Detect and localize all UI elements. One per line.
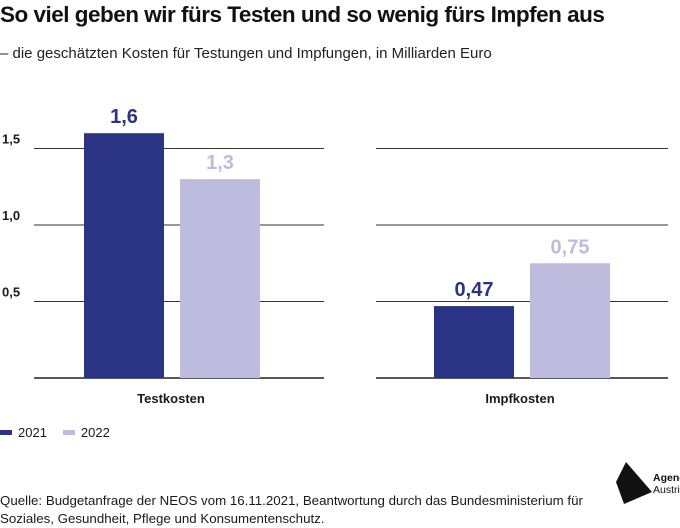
legend-item-2021: 2021 (0, 425, 47, 440)
bar-2021-1 (434, 306, 514, 378)
source-note: Quelle: Budgetanfrage der NEOS vom 16.11… (0, 493, 583, 526)
logo-text-austria: Austria (653, 484, 680, 496)
y-tick-label-2: 1,5 (2, 132, 20, 147)
bar-2021-0 (84, 133, 164, 378)
data-label-2021-0: 1,6 (110, 106, 138, 128)
chart-subtitle: – die geschätzten Kosten für Testungen u… (0, 45, 492, 62)
category-label-1: Impfkosten (485, 391, 554, 406)
legend-swatch-2022 (62, 430, 75, 435)
y-tick-label-0: 0,5 (2, 285, 20, 300)
bar-chart: 0,5 1,0 1,5 1,6 0,47 1,3 0,75 Testkosten Impfkos… (2, 106, 668, 406)
legend-label-2022: 2022 (80, 425, 110, 440)
y-tick-label-1: 1,0 (2, 208, 20, 223)
legend-label-2021: 2021 (18, 425, 47, 440)
bar-2022-0 (180, 179, 260, 378)
legend-swatch-2021 (0, 430, 12, 435)
legend: 2021 2022 (0, 425, 126, 440)
logo-text-agenda: Agenda (653, 472, 680, 484)
category-label-0: Testkosten (137, 391, 205, 406)
agenda-austria-logo-icon (616, 462, 652, 504)
data-label-2022-1: 0,75 (551, 236, 590, 258)
legend-item-2022: 2022 (62, 425, 110, 440)
chart-title: So viel geben wir fürs Testen und so wen… (0, 2, 605, 27)
bar-2022-1 (530, 263, 610, 378)
data-label-2022-0: 1,3 (206, 152, 234, 174)
data-label-2021-1: 0,47 (455, 279, 494, 301)
